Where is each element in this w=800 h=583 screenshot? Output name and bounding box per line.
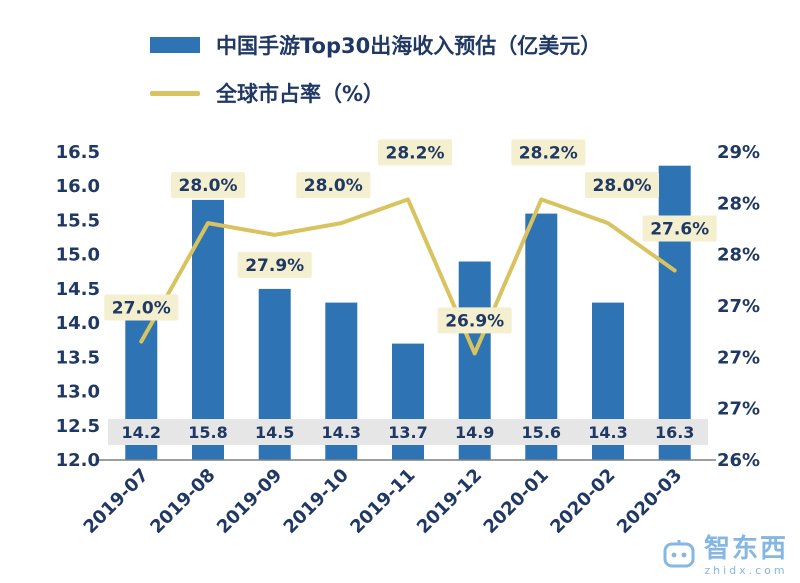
line-series-label: 全球市占率（%） (216, 82, 385, 106)
bar (658, 165, 691, 460)
line-value-label-box (237, 251, 312, 278)
x-axis-label: 2019-12 (413, 465, 486, 538)
x-axis-label-group: 2019-09 (213, 465, 286, 538)
line-value-label-box (296, 172, 371, 199)
bar-series-label: 中国手游Top30出海收入预估（亿美元） (216, 34, 602, 58)
x-axis-label: 2019-09 (213, 465, 286, 538)
watermark-subtext: zhidx.com (704, 564, 788, 577)
line-value-label-box (104, 294, 179, 321)
x-axis-label-group: 2019-08 (146, 465, 219, 538)
left-axis-tick: 16.5 (56, 142, 100, 163)
line-value-label: 28.0% (304, 176, 363, 196)
bar-value-label: 14.3 (322, 423, 361, 442)
line-value-label-box (378, 139, 452, 166)
line-value-label: 28.2% (386, 143, 445, 163)
bar-value-label: 16.3 (655, 423, 694, 442)
left-axis-tick: 14.0 (56, 313, 100, 334)
x-axis-label-group: 2020-03 (613, 465, 686, 538)
line-value-label-box (511, 139, 586, 166)
left-axis-tick: 13.0 (56, 382, 100, 403)
line-value-label: 28.0% (179, 176, 238, 196)
line-value-label: 27.0% (112, 299, 171, 319)
x-axis-label-group: 2019-11 (346, 465, 419, 538)
bar-value-label: 14.3 (588, 423, 627, 442)
right-axis-tick: 27% (717, 347, 760, 368)
x-axis-label-group: 2019-10 (280, 465, 353, 538)
x-axis-label: 2019-11 (346, 465, 419, 538)
line-value-label: 27.9% (245, 256, 304, 276)
x-axis-label-group: 2019-07 (80, 465, 153, 538)
x-axis-label: 2020-02 (546, 465, 619, 538)
bar-label-strip (108, 419, 708, 445)
bar (525, 213, 558, 460)
right-axis-tick: 29% (717, 142, 760, 163)
zhidongxi-logo-icon (663, 540, 695, 568)
legend-item-line: 全球市占率（%） (150, 78, 601, 108)
x-axis-label: 2019-08 (146, 465, 219, 538)
x-axis-label: 2019-07 (80, 465, 153, 538)
watermark-text: 智东西 (703, 534, 788, 565)
line-value-label-box (171, 172, 245, 199)
watermark: 智东西 zhidx.com (662, 535, 788, 577)
bar-value-label: 14.5 (255, 423, 294, 442)
watermark-text-block: 智东西 zhidx.com (704, 535, 788, 577)
market-share-line (139, 197, 677, 356)
bar-value-label: 15.6 (522, 423, 561, 442)
line-value-label-box (642, 215, 717, 242)
line-value-label-box (437, 307, 512, 334)
chart-legend: 中国手游Top30出海收入预估（亿美元） 全球市占率（%） (150, 30, 601, 108)
right-axis-tick: 26% (717, 450, 760, 471)
bar-series-swatch (150, 37, 200, 53)
left-axis-tick: 15.5 (56, 210, 100, 231)
bar-value-label: 14.9 (455, 423, 494, 442)
x-axis-label-group: 2020-01 (480, 465, 553, 538)
bar-value-label: 14.2 (122, 423, 161, 442)
left-axis-tick: 12.5 (56, 416, 100, 437)
x-axis-label: 2020-03 (613, 465, 686, 538)
x-axis-label: 2020-01 (480, 465, 553, 538)
legend-item-bar: 中国手游Top30出海收入预估（亿美元） (150, 30, 601, 60)
line-value-label: 28.2% (519, 143, 578, 163)
left-axis-tick: 12.0 (56, 450, 100, 471)
line-value-label: 28.0% (593, 176, 652, 196)
line-value-label: 26.9% (445, 311, 504, 331)
line-value-label: 27.6% (650, 220, 709, 240)
right-axis-tick: 27% (717, 399, 760, 420)
line-value-label-box (585, 172, 659, 199)
left-axis-tick: 13.5 (56, 347, 100, 368)
right-axis-tick: 27% (717, 296, 760, 317)
left-axis-tick: 14.5 (56, 279, 100, 300)
x-axis-label: 2019-10 (280, 465, 353, 538)
bar-value-label: 13.7 (388, 423, 427, 442)
x-axis-label-group: 2019-12 (413, 465, 486, 538)
bar-value-label: 15.8 (188, 423, 227, 442)
left-axis-tick: 16.0 (56, 176, 100, 197)
x-axis-label-group: 2020-02 (546, 465, 619, 538)
left-axis-tick: 15.0 (56, 245, 100, 266)
right-axis-tick: 28% (717, 245, 760, 266)
right-axis-tick: 28% (717, 193, 760, 214)
line-series-swatch (150, 90, 200, 96)
